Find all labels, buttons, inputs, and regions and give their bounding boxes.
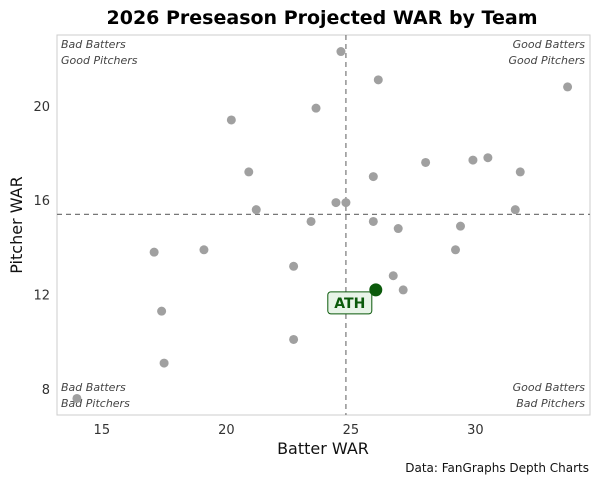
data-point	[368, 216, 378, 226]
quadrant-label-top-left: Bad Batters	[61, 38, 126, 51]
data-point	[336, 47, 346, 57]
data-point	[159, 358, 169, 368]
data-point	[306, 216, 316, 226]
data-point	[451, 245, 461, 255]
y-axis-label: Pitcher WAR	[7, 176, 26, 273]
quadrant-label-bottom-right: Bad Pitchers	[516, 397, 585, 410]
plot-frame	[56, 34, 591, 416]
highlight-group: ATH	[327, 283, 383, 315]
data-point	[468, 155, 478, 165]
data-point	[388, 271, 398, 281]
data-point	[510, 205, 520, 215]
quadrant-label-top-right: Good Pitchers	[508, 54, 585, 67]
x-axis-label: Batter WAR	[277, 439, 369, 458]
data-point	[149, 247, 159, 257]
highlight-label-box	[327, 291, 373, 315]
axis-ticks: 15 20 25 30 8 12 16 20	[33, 100, 483, 438]
data-point	[244, 167, 254, 177]
data-point	[311, 103, 321, 113]
data-point	[226, 115, 236, 125]
data-point	[563, 82, 573, 92]
data-point	[368, 172, 378, 182]
quadrant-label-top-left: Good Pitchers	[61, 54, 138, 67]
data-points	[72, 47, 573, 403]
x-tick-label: 25	[343, 423, 360, 438]
x-tick-label: 15	[94, 423, 111, 438]
y-tick-label: 16	[33, 194, 50, 209]
data-point	[72, 393, 82, 403]
data-point	[483, 153, 493, 163]
reference-lines	[57, 35, 590, 415]
data-point	[251, 205, 261, 215]
quadrant-label-bottom-left: Bad Pitchers	[61, 397, 130, 410]
x-tick-label: 30	[467, 423, 484, 438]
data-source-caption: Data: FanGraphs Depth Charts	[405, 461, 589, 475]
y-tick-label: 8	[42, 383, 50, 398]
quadrant-label-bottom-right: Good Batters	[513, 381, 586, 394]
data-point	[393, 224, 403, 234]
data-point	[289, 334, 299, 344]
data-point	[515, 167, 525, 177]
data-point	[455, 221, 465, 231]
highlight-point	[369, 283, 383, 297]
data-point	[289, 261, 299, 271]
data-point	[331, 198, 341, 208]
y-tick-label: 20	[33, 100, 50, 115]
chart-title: 2026 Preseason Projected WAR by Team	[107, 7, 538, 29]
y-tick-label: 12	[33, 289, 50, 304]
quadrant-label-bottom-left: Bad Batters	[61, 381, 126, 394]
quadrant-label-top-right: Good Batters	[513, 38, 586, 51]
data-point	[398, 285, 408, 295]
data-point	[341, 198, 351, 208]
data-point	[157, 306, 167, 316]
quadrant-labels: Bad Batters Good Pitchers Good Batters Good…	[61, 38, 585, 410]
x-tick-label: 20	[218, 423, 235, 438]
data-point	[199, 245, 209, 255]
data-point	[373, 75, 383, 85]
data-point	[421, 157, 431, 167]
highlight-label: ATH	[334, 296, 365, 312]
